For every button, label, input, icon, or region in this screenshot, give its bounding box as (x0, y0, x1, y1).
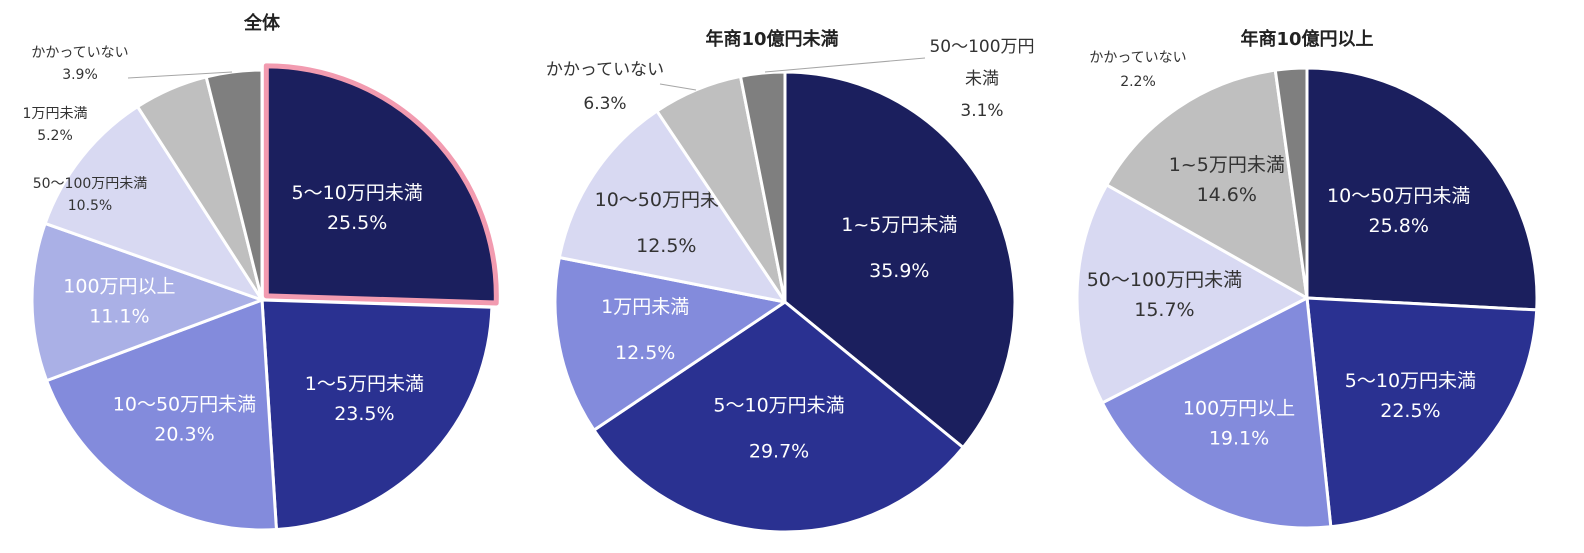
slice-value-label: 2.2% (1120, 74, 1156, 90)
pie-slice (1273, 66, 1309, 300)
pie-slice (1305, 66, 1539, 312)
slice-category-label: 100万円以上 (1183, 397, 1295, 419)
pie-slice (30, 221, 264, 383)
slice-value-label: 22.5% (1380, 400, 1440, 422)
slice-value-label: 3.1% (960, 101, 1003, 121)
slice-value-label: 19.1% (1209, 427, 1269, 449)
slice-category-label: かかっていない (31, 45, 128, 61)
slice-value-label: 35.9% (869, 260, 929, 282)
pie-slice (1305, 296, 1539, 529)
slice-category-label: 10～50万円未満 (113, 394, 256, 416)
slice-value-label: 23.5% (334, 403, 394, 425)
slice-value-label: 25.5% (327, 212, 387, 234)
slice-category-label: 1万円未満 (23, 106, 88, 122)
slice-category-label: 100万円以上 (63, 275, 175, 297)
slice-value-label: 6.3% (583, 94, 626, 114)
slice-category-label: 未満 (965, 69, 999, 89)
slice-category-label: 1~5万円未満 (841, 214, 957, 236)
slice-category-label: かかっていない (546, 60, 664, 80)
pie-slice (1100, 296, 1333, 530)
slice-category-label: かかっていない (1089, 50, 1186, 66)
slice-value-label: 12.5% (636, 235, 696, 257)
pie-1: 1~5万円未満 35.9% 5～10万円未満 29.7% 1万円未満 12.5% 10～50… (546, 37, 1035, 534)
pie-slice (553, 255, 787, 432)
pie-slice (43, 105, 264, 302)
leader-line (764, 57, 926, 73)
slice-category-label: 50～100万円未満 (33, 176, 148, 192)
chart-title-over-1bn: 年商10億円以上 (1240, 28, 1373, 50)
pie-slice (592, 300, 965, 534)
slice-value-label: 15.7% (1134, 299, 1194, 321)
pie-slice (263, 63, 499, 306)
leader-line (659, 83, 697, 91)
pie-2: 10～50万円未満 25.8% 5～10万円未満 22.5% 100万円以上 19.1% 5… (1075, 50, 1539, 530)
slice-value-label: 12.5% (615, 342, 675, 364)
slice-category-label: 50～100万円未満 (1087, 269, 1242, 291)
leader-line (127, 71, 233, 79)
slice-category-label: 10～50万円未満 (1327, 185, 1470, 207)
slice-category-label: 10～50万円未満 (595, 189, 738, 211)
slice-category-label: 5～10万円未満 (292, 182, 423, 204)
slice-category-label: 1～5万円未満 (305, 373, 424, 395)
slice-value-label: 11.1% (89, 305, 149, 327)
slice-value-label: 10.5% (68, 198, 112, 214)
slice-category-label: 50～100万円 (929, 37, 1034, 57)
pie-slice (557, 109, 787, 304)
slice-value-label: 25.8% (1369, 215, 1429, 237)
pie-0: 5～10万円未満 25.5% 1～5万円未満 23.5% 10～50万円未満 20.3% 1… (23, 45, 499, 532)
pie-slice (204, 68, 264, 302)
slice-value-label: 29.7% (749, 440, 809, 462)
pie-slice (260, 298, 494, 532)
slice-category-label: 1万円未満 (601, 296, 689, 318)
slice-value-label: 14.6% (1197, 184, 1257, 206)
slice-value-label: 5.2% (37, 128, 73, 144)
slice-category-label: 5～10万円未満 (713, 394, 844, 416)
pie-slice (783, 70, 1017, 449)
slice-value-label: 20.3% (154, 424, 214, 446)
pie-slice (1075, 183, 1309, 405)
pie-slice (45, 298, 278, 532)
chart-title-overall: 全体 (243, 12, 281, 34)
slice-category-label: 5～10万円未満 (1345, 370, 1476, 392)
pie-slice (738, 70, 787, 304)
pie-slice (1105, 68, 1309, 300)
chart-title-under-1bn: 年商10億円未満 (705, 28, 838, 50)
slice-value-label: 3.9% (62, 67, 98, 83)
slice-category-label: 1~5万円未満 (1169, 154, 1285, 176)
